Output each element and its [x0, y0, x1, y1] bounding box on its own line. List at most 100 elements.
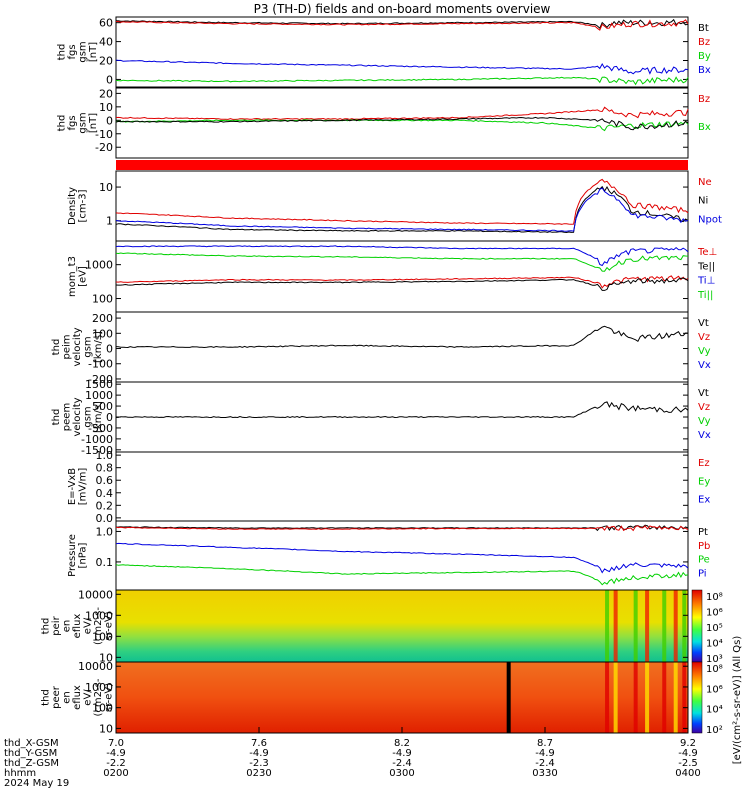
spectrogram-streak	[662, 662, 667, 733]
y-tick-label: 10	[99, 181, 113, 194]
spectrogram-streak	[645, 662, 650, 733]
x-tick-label: 0400	[675, 768, 700, 779]
x-tick-label: -4.9	[678, 748, 698, 759]
colorbar-tick: 10⁴	[706, 639, 723, 650]
data-gap	[506, 662, 511, 733]
y-tick-label: 100	[92, 327, 113, 340]
legend-Vy: Vy	[698, 346, 711, 357]
y-tick-label: 10	[99, 722, 113, 735]
colorbar-tick: 10³	[706, 654, 723, 665]
spectrogram-streak	[605, 662, 610, 733]
series-density-Ni	[115, 185, 689, 234]
y-axis-label: thd	[51, 409, 62, 426]
y-axis-label: [km/s]	[93, 331, 104, 363]
y-tick-label: 0.2	[96, 499, 114, 512]
y-axis-label: [cm-3]	[77, 189, 88, 222]
y-axis-label: en	[62, 691, 73, 704]
y-axis-label: [eV]	[77, 266, 88, 287]
legend-Bt: Bt	[698, 23, 709, 34]
y-tick-label: -100	[88, 358, 113, 371]
panel-frame	[115, 451, 689, 522]
x-tick-label: -2.4	[535, 758, 555, 769]
series-fgs_gsm-Bz	[115, 19, 689, 31]
series-density-Ne	[115, 178, 689, 225]
spectrogram-streak	[633, 662, 638, 733]
series-pressure-Pe	[115, 564, 689, 586]
panel-fgs_gsm: 60 40 20 0 thd fgs gsm [nT] Bt Bz By Bx	[56, 16, 711, 88]
x-tick-label: 7.0	[108, 738, 124, 749]
legend-Ti||: Ti||	[697, 290, 713, 301]
y-axis-label: peir	[51, 615, 62, 635]
legend-Pe: Pe	[698, 555, 710, 566]
y-axis-label: thd	[56, 44, 67, 61]
y-tick-label: 1.0	[96, 525, 114, 538]
y-tick-label: 1.0	[96, 449, 114, 462]
spectrogram-streak	[673, 590, 678, 662]
legend-Bz: Bz	[698, 37, 710, 48]
legend-Ni: Ni	[698, 196, 708, 207]
y-tick-label: 1000	[85, 609, 113, 622]
y-axis-label: fgs	[67, 44, 78, 59]
series-temp-Te||	[115, 277, 689, 291]
y-tick-label: 10	[99, 101, 113, 114]
x-tick-label: 9.2	[680, 738, 696, 749]
y-tick-label: 100	[92, 630, 113, 643]
spectrogram-fill	[116, 590, 688, 662]
legend-Pi: Pi	[698, 568, 707, 579]
y-axis-label: [nT]	[88, 113, 99, 133]
series-temp-Ti||	[115, 252, 689, 272]
y-tick-label: 1500	[85, 378, 113, 391]
y-tick-label: -1500	[81, 444, 113, 457]
y-tick-label: 0	[106, 73, 113, 86]
y-tick-label: -200	[88, 373, 113, 386]
page-title: P3 (TH-D) fields and on-board moments ov…	[254, 2, 551, 16]
y-axis-label: (cm2-s-	[93, 678, 104, 716]
x-tick-label: 0200	[103, 768, 128, 779]
legend-Vx: Vx	[698, 430, 711, 441]
y-axis-label: fgs	[67, 115, 78, 130]
y-tick-label: 1	[106, 215, 113, 228]
series-temp-Ti⊥	[115, 245, 689, 267]
y-tick-label: 1000	[85, 259, 113, 272]
y-axis-label: Pressure	[67, 534, 78, 577]
panel-temp: 1000 100 mom_t3 [eV] Te⊥ Te|| Ti⊥ Ti||	[67, 240, 717, 313]
y-tick-label: 500	[92, 400, 113, 413]
spectrogram-streak	[613, 662, 618, 733]
y-axis-label: sr-eV)	[104, 683, 115, 712]
legend-Bx: Bx	[698, 65, 711, 76]
series-ve-Vt	[115, 401, 689, 419]
spectrogram-streak	[633, 590, 638, 662]
y-tick-label: 40	[99, 36, 113, 49]
panel-ion_spec: 10000 1000 100 10 thd peir en eflux eV/(cm2-s-sr…	[41, 588, 689, 664]
y-axis-label: velocity	[72, 327, 83, 366]
panel-flag	[116, 160, 688, 170]
x-tick-label: -4.9	[535, 748, 555, 759]
colorbar-tick: 10⁶	[706, 608, 723, 619]
y-axis-label: [nT]	[88, 42, 99, 62]
y-tick-label: -500	[88, 422, 113, 435]
colorbar-ion_spec: 10⁸ 10⁶ 10⁵ 10⁴ 10³	[691, 589, 723, 665]
x-tick-label: 7.6	[251, 738, 267, 749]
legend-Bz: Bz	[698, 94, 710, 105]
x-row-label: 2024 May 19	[4, 778, 69, 789]
legend-Te⊥: Te⊥	[697, 247, 717, 258]
series-pressure-Pt	[115, 524, 689, 532]
x-row-label: thd_Z-GSM	[4, 758, 59, 769]
colorbar-tick: 10²	[706, 725, 723, 736]
legend-Ex: Ex	[698, 495, 710, 506]
series-fgs_dsl-Bt	[115, 116, 689, 131]
colorbar-tick: 10⁸	[706, 664, 723, 675]
y-tick-label: 0	[106, 343, 113, 356]
y-axis-label: gsm	[83, 336, 94, 357]
series-temp-Te⊥	[115, 275, 689, 289]
y-tick-label: -1000	[81, 433, 113, 446]
panel-efield: 1.00.80.60.40.20.0 E=-VxB [mV/m] Ez Ey Ex	[67, 449, 711, 525]
y-axis-label: gsm	[77, 112, 88, 133]
legend-Pt: Pt	[698, 527, 708, 538]
series-pressure-Pb	[115, 525, 689, 532]
y-axis-label: thd	[56, 115, 67, 132]
x-row-label: thd_X-GSM	[4, 738, 59, 749]
